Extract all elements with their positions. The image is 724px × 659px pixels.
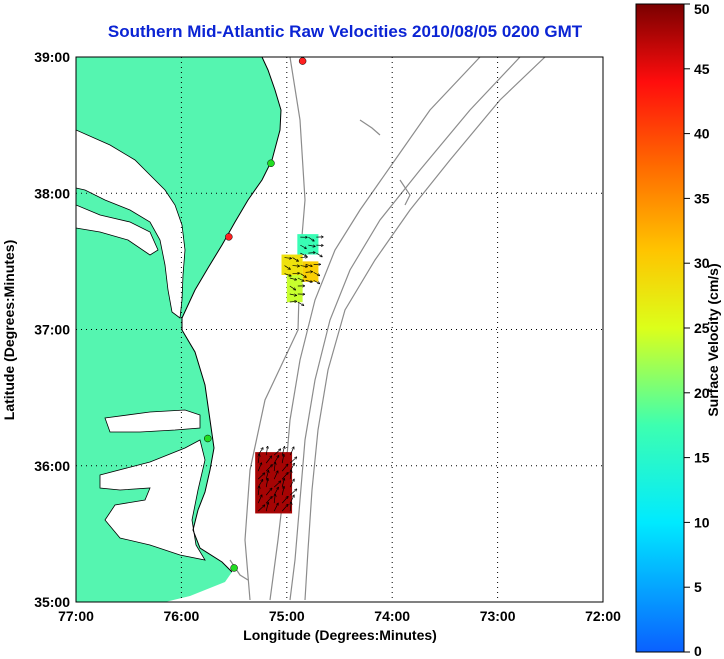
velocity-arrow <box>273 449 281 456</box>
velocity-arrow <box>274 462 275 472</box>
colorbar-tick-label: 35 <box>694 190 710 206</box>
velocity-arrow <box>305 272 313 273</box>
x-axis-label: Longitude (Degrees:Minutes) <box>243 627 437 643</box>
velocity-arrow <box>273 481 281 488</box>
velocity-arrow <box>289 294 297 296</box>
velocity-arrow <box>281 478 284 488</box>
velocity-arrow <box>265 488 272 496</box>
velocity-arrow <box>265 478 268 488</box>
velocity-arrow <box>289 277 297 280</box>
velocity-arrow <box>284 265 291 270</box>
velocity-arrow <box>292 266 300 267</box>
colorbar-tick-label: 40 <box>694 126 710 142</box>
velocity-arrow <box>257 495 262 504</box>
velocity-arrow <box>308 245 315 246</box>
velocity-arrow <box>289 447 294 456</box>
colorbar <box>635 3 685 653</box>
velocity-arrow <box>316 252 322 257</box>
velocity-arrow <box>300 244 306 248</box>
velocity-arrow <box>258 486 259 496</box>
velocity-arrow <box>289 457 297 464</box>
velocity-arrow <box>257 473 265 480</box>
colorbar-tick-label: 30 <box>694 255 710 271</box>
y-axis-label: Latitude (Degrees:Minutes) <box>1 240 17 420</box>
velocity-arrow <box>273 471 278 480</box>
velocity-arrow <box>313 280 320 283</box>
colorbar-label: Surface Velocity (cm/s) <box>705 263 721 416</box>
radar-station-marker <box>225 233 233 241</box>
velocity-arrow <box>289 479 294 488</box>
plot-frame <box>75 56 604 603</box>
velocity-arrow <box>281 504 288 512</box>
pamlico-sound <box>99 439 206 561</box>
colorbar-tick-label: 25 <box>694 320 710 336</box>
lon-tick-label: 75:00 <box>269 608 305 624</box>
colorbar-tick-label: 50 <box>694 1 710 17</box>
chart-title: Southern Mid-Atlantic Raw Velocities 201… <box>107 22 583 41</box>
velocity-arrow <box>289 301 297 302</box>
velocity-arrow <box>281 496 288 504</box>
velocity-arrow <box>300 266 308 267</box>
lon-tick-label: 72:00 <box>585 608 621 624</box>
velocity-arrow <box>289 489 297 496</box>
velocity-arrow <box>305 280 313 282</box>
colorbar-tick-label: 5 <box>694 579 702 595</box>
radar-station-marker <box>204 434 212 443</box>
radar-station-marker <box>298 57 307 65</box>
velocity-arrow <box>297 277 304 281</box>
colorbar-tick-label: 0 <box>694 643 702 659</box>
radar-station-marker <box>230 564 238 572</box>
lon-tick-label: 77:00 <box>58 608 94 624</box>
velocity-arrow <box>297 301 304 306</box>
velocity-arrow <box>305 264 313 266</box>
lon-tick-label: 74:00 <box>374 608 410 624</box>
albemarle-sound <box>104 409 201 433</box>
velocity-arrow <box>308 236 314 241</box>
lat-tick-labels: 39:00 38:00 37:00 36:00 35:00 <box>34 49 70 610</box>
velocity-arrow <box>265 502 268 512</box>
velocity-arrow <box>258 454 259 464</box>
velocity-arrow <box>257 505 265 512</box>
lat-tick-label: 39:00 <box>34 49 70 65</box>
velocity-arrow <box>284 258 292 259</box>
velocity-arrow <box>281 464 288 472</box>
velocity-arrow <box>281 486 284 496</box>
radar-station-marker <box>267 159 275 168</box>
coastline <box>181 57 282 573</box>
velocity-arrow <box>300 257 308 258</box>
gridlines <box>76 57 603 602</box>
radar-stations <box>204 57 307 572</box>
velocity-arrow <box>300 273 307 278</box>
lat-tick-label: 36:00 <box>34 458 70 474</box>
colorbar-tick-label: 10 <box>694 514 710 530</box>
lon-tick-label: 76:00 <box>163 608 199 624</box>
lat-tick-label: 37:00 <box>34 322 70 338</box>
velocity-arrow <box>308 252 315 253</box>
chesapeake-bay <box>76 129 186 319</box>
velocity-arrow <box>289 285 296 290</box>
colorbar-tick-label: 15 <box>694 450 710 466</box>
velocity-arrow <box>292 257 299 262</box>
colorbar-tick-label: 20 <box>694 385 710 401</box>
velocity-arrow <box>273 503 278 512</box>
velocity-arrow <box>265 456 271 464</box>
colorbar-tick-label: 45 <box>694 61 710 77</box>
velocity-arrow <box>257 463 261 472</box>
lon-tick-labels: 77:00 76:00 75:00 74:00 73:00 72:00 <box>58 608 621 624</box>
lat-tick-label: 35:00 <box>34 594 70 610</box>
river-channel <box>76 204 159 256</box>
velocity-arrow <box>290 502 291 512</box>
velocity-arrow <box>274 494 275 504</box>
velocity-arrow <box>281 454 284 464</box>
velocity-arrow <box>313 272 320 275</box>
lat-tick-label: 38:00 <box>34 185 70 201</box>
velocity-arrow <box>284 273 292 276</box>
velocity-arrow <box>265 446 267 456</box>
velocity-arrow <box>290 470 291 480</box>
colorbar-tick-labels: 0 5 10 15 20 25 30 35 40 45 50 <box>684 1 710 659</box>
lon-tick-label: 73:00 <box>480 608 516 624</box>
velocity-vectors <box>257 236 323 512</box>
